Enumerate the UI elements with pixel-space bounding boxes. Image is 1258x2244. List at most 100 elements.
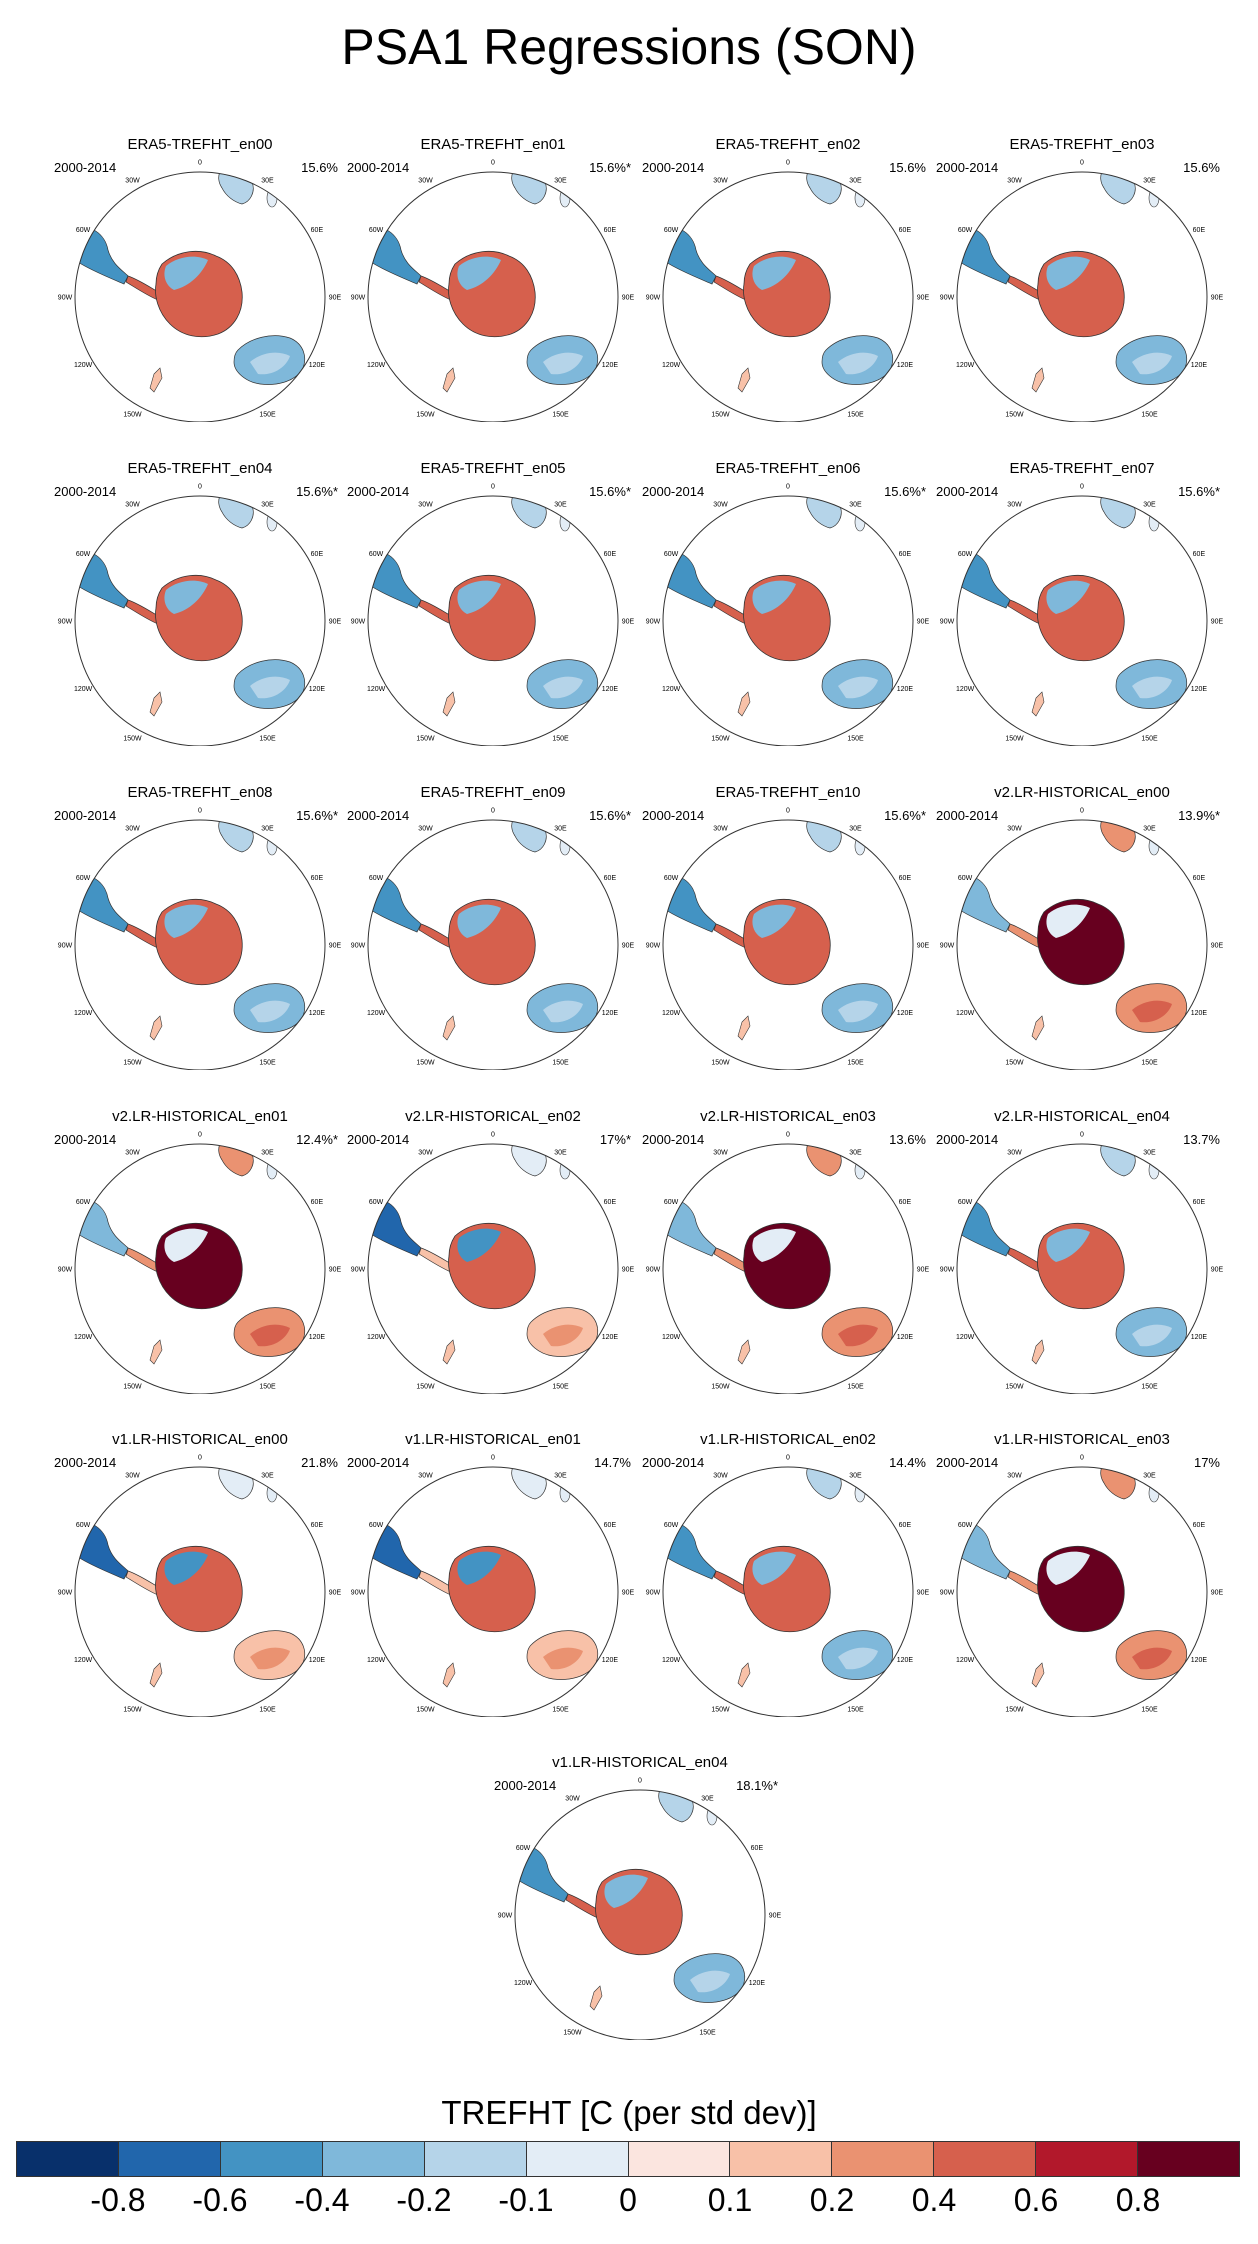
longitude-label: 120W: [74, 362, 93, 369]
longitude-label: 60E: [1193, 1522, 1206, 1529]
polar-map: 030E60E90E120E150E180150W120W90W60W30W: [351, 1132, 635, 1394]
panel-variance: 15.6%: [889, 160, 926, 175]
longitude-label: 90W: [940, 943, 955, 950]
longitude-label: 60E: [1193, 551, 1206, 558]
landmass-south-america: [957, 551, 1011, 609]
longitude-label: 0: [1080, 1455, 1084, 1462]
colorbar-tick-label: 0.2: [809, 2182, 855, 2218]
longitude-label: 30W: [1007, 178, 1022, 185]
longitude-label: 60E: [604, 1522, 617, 1529]
longitude-label: 150W: [416, 1383, 435, 1390]
landmass-africa: [218, 172, 254, 205]
longitude-label: 120W: [514, 1980, 533, 1987]
landmass-africa: [1100, 820, 1136, 853]
landmass-new-zealand: [149, 691, 163, 717]
landmass-new-zealand: [149, 1339, 163, 1365]
longitude-label: 150W: [416, 1706, 435, 1713]
landmass-south-america: [957, 1522, 1011, 1580]
longitude-label: 30E: [1143, 178, 1156, 185]
panel-period: 2000-2014: [347, 1132, 410, 1147]
australia-anomaly: [250, 1324, 290, 1347]
panel-variance: 15.6%*: [296, 484, 338, 499]
panel-period: 2000-2014: [936, 484, 999, 499]
longitude-label: 60W: [369, 551, 384, 558]
landmass-new-zealand: [149, 1015, 163, 1041]
australia-anomaly: [250, 352, 290, 375]
longitude-label: 150W: [711, 411, 730, 418]
longitude-label: 60W: [76, 1199, 91, 1206]
longitude-label: 60E: [604, 875, 617, 882]
longitude-label: 30E: [1143, 1473, 1156, 1480]
colorbar-segment: [832, 2142, 935, 2176]
longitude-label: 90W: [940, 1267, 955, 1274]
polar-map: 030E60E90E120E150E180150W120W90W60W30W: [940, 1132, 1224, 1394]
longitude-label: 30W: [418, 1150, 433, 1157]
colorbar-segment: [220, 2142, 323, 2176]
polar-map: 030E60E90E120E150E180150W120W90W60W30W: [646, 484, 930, 746]
map-panel: 030E60E90E120E150E180150W120W90W60W30Wv1…: [638, 1431, 938, 1721]
longitude-label: 60E: [1193, 875, 1206, 882]
longitude-label: 60E: [311, 1522, 324, 1529]
map-panel: 030E60E90E120E150E180150W120W90W60W30WER…: [50, 784, 350, 1074]
landmass-new-zealand: [442, 691, 456, 717]
polar-map: 030E60E90E120E150E180150W120W90W60W30W: [940, 808, 1224, 1070]
longitude-label: 60W: [369, 1522, 384, 1529]
longitude-label: 30W: [125, 178, 140, 185]
map-panel: 030E60E90E120E150E180150W120W90W60W30Wv1…: [490, 1754, 790, 2044]
longitude-label: 60W: [958, 1522, 973, 1529]
antarctica-east-anomaly: [164, 580, 208, 614]
panel-period: 2000-2014: [936, 160, 999, 175]
australia-anomaly: [1132, 676, 1172, 699]
longitude-label: 30E: [261, 178, 274, 185]
antarctica-east-anomaly: [457, 904, 501, 938]
longitude-label: 0: [786, 1132, 790, 1139]
panel-title: v2.LR-HISTORICAL_en03: [700, 1108, 876, 1125]
longitude-label: 30E: [1143, 826, 1156, 833]
panel-period: 2000-2014: [347, 484, 410, 499]
longitude-label: 30E: [1143, 502, 1156, 509]
longitude-label: 30W: [125, 502, 140, 509]
australia-anomaly: [838, 1000, 878, 1023]
longitude-label: 90W: [351, 295, 366, 302]
map-boundary: [74, 1143, 326, 1394]
longitude-label: 60E: [604, 1199, 617, 1206]
longitude-label: 60E: [311, 227, 324, 234]
panel-period: 2000-2014: [54, 808, 117, 823]
map-panel: 030E60E90E120E150E180150W120W90W60W30Wv2…: [932, 784, 1232, 1074]
longitude-label: 150W: [1005, 1706, 1024, 1713]
landmass-africa: [1100, 1467, 1136, 1500]
panel-period: 2000-2014: [642, 1455, 705, 1470]
longitude-label: 30W: [418, 178, 433, 185]
panel-title: ERA5-TREFHT_en00: [127, 136, 273, 153]
longitude-label: 0: [1080, 1132, 1084, 1139]
panel-variance: 15.6%*: [589, 484, 631, 499]
longitude-label: 90W: [351, 1590, 366, 1597]
antarctica-east-anomaly: [1046, 1228, 1090, 1262]
longitude-label: 60W: [369, 875, 384, 882]
longitude-label: 90E: [769, 1913, 782, 1920]
antarctica-east-anomaly: [164, 904, 208, 938]
longitude-label: 120W: [74, 1010, 93, 1017]
antarctica-east-anomaly: [752, 580, 796, 614]
longitude-label: 60W: [958, 227, 973, 234]
panel-title: ERA5-TREFHT_en09: [420, 784, 566, 801]
map-boundary: [74, 1466, 326, 1717]
panel-period: 2000-2014: [54, 160, 117, 175]
panel-period: 2000-2014: [494, 1778, 557, 1793]
longitude-label: 150E: [552, 1059, 569, 1066]
longitude-label: 30E: [849, 826, 862, 833]
polar-map: 030E60E90E120E150E180150W120W90W60W30W: [646, 160, 930, 422]
longitude-label: 120W: [367, 1010, 386, 1017]
longitude-label: 90W: [646, 1267, 661, 1274]
longitude-label: 90E: [622, 619, 635, 626]
map-boundary: [367, 495, 619, 746]
longitude-label: 150W: [123, 1706, 142, 1713]
australia-anomaly: [838, 1647, 878, 1670]
panel-period: 2000-2014: [347, 160, 410, 175]
australia-anomaly: [1132, 352, 1172, 375]
colorbar-segment: [1138, 2142, 1240, 2176]
landmass-new-zealand: [1031, 367, 1045, 393]
panel-variance: 17%*: [599, 1132, 631, 1147]
colorbar-tick-label: -0.8: [90, 2182, 146, 2218]
longitude-label: 90W: [940, 1590, 955, 1597]
